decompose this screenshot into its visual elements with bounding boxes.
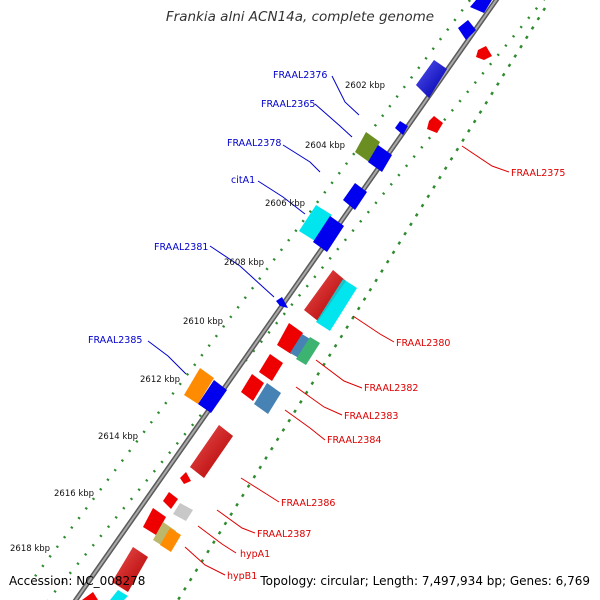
left-leader-lines	[147, 75, 360, 375]
outer-right-track	[47, 0, 546, 600]
gene-glyph[interactable]	[198, 380, 227, 413]
gene-glyph[interactable]	[241, 374, 264, 401]
accession-text: Accession: NC_008278	[9, 574, 146, 588]
gene-label-fraal2381[interactable]: FRAAL2381	[154, 242, 208, 253]
map-title: Frankia alni ACN14a, complete genome	[165, 9, 435, 25]
gene-glyph[interactable]	[276, 297, 288, 308]
gene-label-fraal2385[interactable]: FRAAL2385	[88, 335, 142, 346]
tick-2610: 2610 kbp	[183, 317, 223, 327]
gene-glyph[interactable]	[173, 503, 193, 521]
inner-right-track	[176, 7, 547, 600]
gene-glyph[interactable]	[180, 472, 191, 484]
gene-label-fraal2376[interactable]: FRAAL2376	[273, 70, 327, 81]
gene-glyph[interactable]	[163, 492, 178, 509]
tick-2604: 2604 kbp	[305, 141, 345, 151]
gene-glyph[interactable]	[343, 183, 367, 210]
tick-2602: 2602 kbp	[345, 81, 385, 91]
right-leader-lines	[184, 145, 510, 576]
gene-glyphs	[82, 0, 492, 600]
gene-glyph[interactable]	[160, 528, 181, 552]
gene-label-hypa1[interactable]: hypA1	[240, 549, 270, 560]
genome-backbone	[72, 0, 500, 600]
gene-label-fraal2378[interactable]: FRAAL2378	[227, 138, 281, 149]
gene-glyph[interactable]	[470, 0, 492, 13]
gene-glyph[interactable]	[110, 590, 128, 600]
gene-label-fraal2380[interactable]: FRAAL2380	[396, 338, 450, 349]
gene-label-fraal2384[interactable]: FRAAL2384	[327, 435, 381, 446]
tick-2614: 2614 kbp	[98, 432, 138, 442]
gene-glyph[interactable]	[313, 216, 344, 252]
tick-2608: 2608 kbp	[224, 258, 264, 268]
gene-label-fraal2375[interactable]: FRAAL2375	[511, 168, 565, 179]
gene-glyph[interactable]	[476, 46, 492, 60]
tick-2612: 2612 kbp	[140, 375, 180, 385]
gene-glyph[interactable]	[395, 121, 408, 135]
gene-label-fraal2386[interactable]: FRAAL2386	[281, 498, 335, 509]
tick-2618: 2618 kbp	[10, 544, 50, 554]
gene-label-fraal2383[interactable]: FRAAL2383	[344, 411, 398, 422]
gene-glyph[interactable]	[355, 132, 380, 162]
gene-glyph[interactable]	[277, 323, 303, 354]
gene-glyph[interactable]	[458, 20, 476, 40]
gene-glyph[interactable]	[316, 279, 357, 331]
gene-glyph[interactable]	[296, 337, 320, 365]
gene-glyph[interactable]	[368, 145, 392, 172]
gene-glyph[interactable]	[143, 508, 166, 535]
gene-label-hypb1[interactable]: hypB1	[227, 571, 257, 582]
gene-glyph[interactable]	[184, 368, 214, 404]
tick-2606: 2606 kbp	[265, 199, 305, 209]
gene-label-fraal2382[interactable]: FRAAL2382	[364, 383, 418, 394]
tick-2616: 2616 kbp	[54, 489, 94, 499]
gene-label-cita1[interactable]: citA1	[231, 175, 255, 186]
gene-glyph[interactable]	[254, 383, 281, 414]
gene-label-fraal2387[interactable]: FRAAL2387	[257, 529, 311, 540]
genome-summary-text: Topology: circular; Length: 7,497,934 bp…	[260, 574, 590, 588]
gene-glyph[interactable]	[259, 354, 283, 381]
gene-glyph[interactable]	[427, 116, 443, 133]
left-track	[29, 0, 471, 584]
gene-label-fraal2365[interactable]: FRAAL2365	[261, 99, 315, 110]
gene-glyph[interactable]	[82, 592, 98, 600]
gene-glyph[interactable]	[299, 205, 332, 241]
